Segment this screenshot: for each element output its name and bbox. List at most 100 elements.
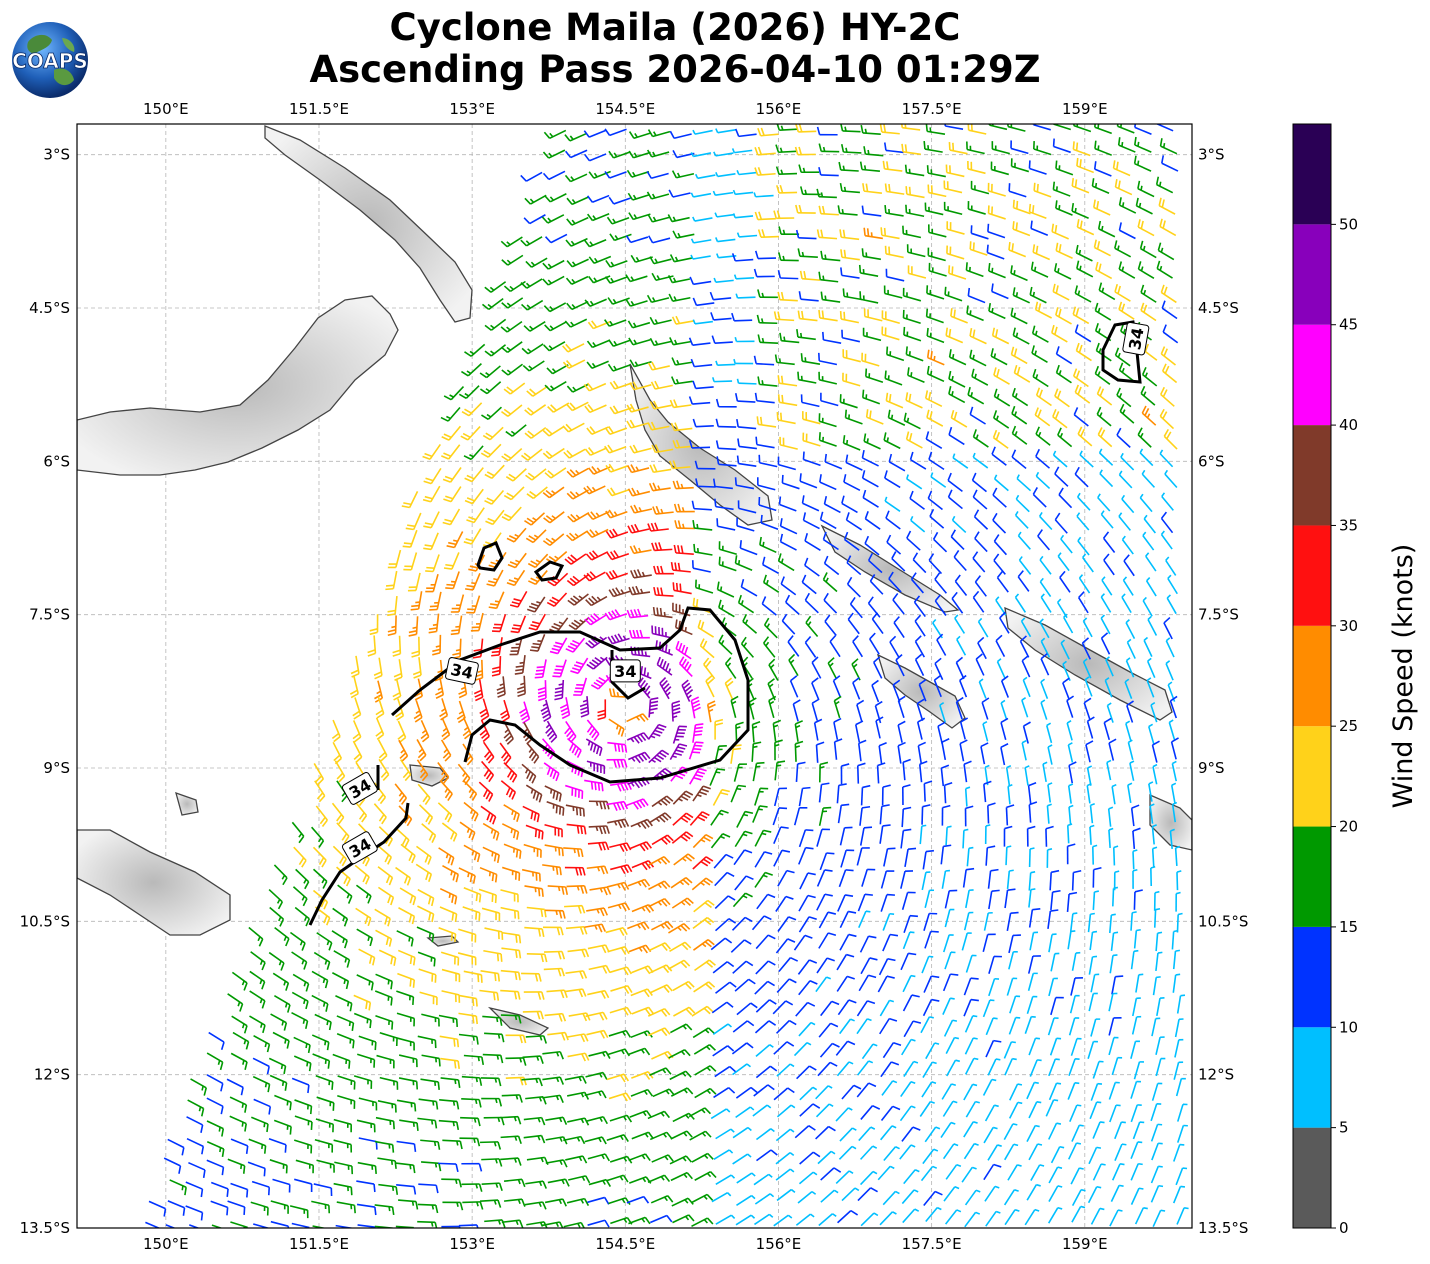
barb-half-feather (1117, 245, 1120, 251)
wind-barb (668, 189, 691, 198)
barb-staff (717, 172, 736, 178)
wind-barb (718, 541, 737, 556)
barb-feather (1051, 223, 1055, 232)
wind-barb (1040, 593, 1052, 613)
barb-feather (443, 567, 453, 570)
wind-barb (673, 503, 695, 513)
barb-feather (776, 411, 779, 421)
barb-staff (1142, 600, 1153, 617)
barb-feather (351, 672, 360, 678)
barb-feather (604, 170, 611, 179)
barb-staff (823, 599, 838, 614)
barb-half-feather (595, 801, 599, 806)
barb-feather (487, 517, 496, 523)
wind-barb (714, 498, 734, 511)
barb-feather (885, 392, 889, 401)
barb-half-feather (1078, 249, 1082, 255)
barb-half-feather (668, 649, 671, 654)
barb-half-feather (610, 277, 615, 283)
wind-barb (927, 224, 947, 238)
barb-staff (737, 296, 756, 299)
wind-barb (564, 173, 588, 183)
barb-half-feather (1165, 556, 1170, 561)
barb-half-feather (712, 377, 715, 382)
barb-feather (1137, 427, 1143, 436)
barb-staff (891, 557, 906, 572)
wind-barb (839, 394, 858, 409)
barb-feather (1095, 261, 1099, 270)
barb-staff (1121, 596, 1132, 614)
barb-feather (731, 253, 737, 262)
trobriand-islands (175, 791, 199, 816)
barb-feather (821, 310, 825, 319)
wind-barb (544, 381, 567, 392)
barb-feather (1118, 261, 1123, 270)
barb-feather (515, 668, 524, 672)
wind-barb (841, 329, 861, 343)
barb-feather (991, 283, 994, 292)
wind-barb (1159, 449, 1174, 468)
barb-feather (544, 236, 552, 244)
barb-half-feather (1161, 492, 1166, 497)
barb-feather (929, 508, 935, 517)
wind-barb (542, 275, 565, 286)
wind-barb (909, 490, 925, 510)
wind-barb (1058, 487, 1073, 509)
barb-feather (694, 744, 703, 747)
barb-feather (903, 412, 907, 421)
barb-feather (515, 665, 524, 668)
barb-staff (1075, 331, 1092, 343)
barb-feather (612, 569, 618, 578)
barb-staff (548, 170, 566, 181)
barb-feather (652, 606, 656, 616)
wind-barb (509, 636, 523, 656)
barb-feather (632, 381, 639, 390)
wind-barb (822, 572, 838, 593)
barb-half-feather (1034, 330, 1038, 336)
barb-staff (892, 599, 905, 615)
barb-feather (628, 629, 633, 639)
barb-feather (589, 426, 596, 434)
barb-staff (977, 621, 989, 638)
barb-feather (846, 576, 853, 585)
barb-feather (491, 673, 500, 677)
barb-feather (566, 579, 575, 587)
barb-feather (501, 410, 509, 417)
barb-feather (717, 768, 726, 771)
barb-feather (466, 584, 475, 588)
wind-barb (628, 585, 651, 596)
wind-barb (1082, 617, 1093, 638)
barb-feather (862, 183, 865, 192)
barb-feather (773, 311, 777, 320)
barb-feather (587, 447, 595, 455)
wind-barb (1055, 160, 1074, 176)
wind-barb (928, 451, 945, 471)
barb-half-feather (1058, 205, 1061, 210)
barb-feather (649, 464, 655, 473)
barb-half-feather (533, 534, 539, 539)
barb-feather (1054, 388, 1059, 397)
wind-barb (626, 403, 649, 413)
wind-barb (626, 419, 649, 429)
barb-feather (1037, 409, 1042, 418)
wind-barb (1073, 407, 1089, 427)
barb-feather (1037, 303, 1042, 312)
barb-half-feather (692, 216, 696, 222)
barb-half-feather (587, 740, 591, 746)
barb-feather (524, 197, 532, 205)
barb-staff (1122, 579, 1134, 596)
barb-staff (696, 302, 715, 307)
barb-half-feather (1122, 576, 1128, 581)
wind-barb (1017, 570, 1030, 592)
wind-barb (486, 569, 504, 587)
wind-barb (777, 270, 799, 280)
barb-half-feather (635, 466, 640, 472)
barb-feather (566, 302, 573, 310)
barb-half-feather (761, 292, 765, 298)
barb-feather (1141, 405, 1147, 414)
wind-barb (671, 357, 694, 366)
barb-feather (528, 605, 538, 610)
barb-staff (692, 255, 711, 260)
wind-barb (1142, 531, 1155, 551)
barb-feather (484, 324, 492, 331)
